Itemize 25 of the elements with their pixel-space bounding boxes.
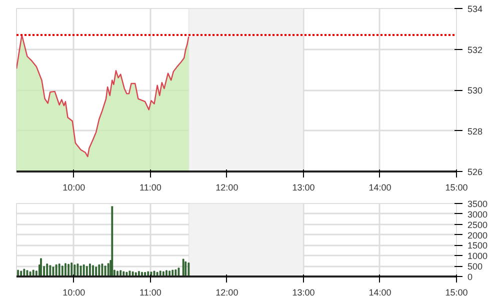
y-tick-label: 530	[468, 86, 483, 96]
y-tick-label: 532	[468, 44, 483, 55]
x-tick-label: 12:00	[216, 182, 238, 192]
y-tick-label: 534	[468, 4, 483, 14]
x-tick-label: 13:00	[292, 182, 315, 192]
y-tick-label: 3000	[468, 209, 488, 220]
y-tick-label: 500	[468, 262, 483, 272]
x-tick-label: 15:00	[445, 182, 468, 192]
y-tick-label: 3500	[468, 199, 488, 209]
y-tick-label: 0	[468, 272, 473, 282]
x-tick-label: 12:00	[216, 288, 238, 298]
x-tick-label: 10:00	[62, 182, 86, 192]
y-tick-label: 1000	[468, 251, 488, 262]
y-tick-label: 2500	[468, 220, 488, 230]
x-tick-label: 10:00	[62, 288, 86, 298]
x-tick-label: 11:00	[139, 288, 162, 298]
y-tick-label: 2000	[468, 230, 488, 240]
x-tick-label: 15:00	[445, 288, 468, 298]
y-tick-label: 528	[468, 126, 483, 136]
x-tick-label: 14:00	[368, 182, 392, 192]
y-tick-label: 526	[468, 167, 483, 177]
x-tick-label: 14:00	[368, 288, 392, 298]
x-tick-label: 11:00	[139, 182, 162, 192]
x-tick-label: 13:00	[292, 288, 315, 298]
y-tick-label: 1500	[468, 240, 488, 251]
